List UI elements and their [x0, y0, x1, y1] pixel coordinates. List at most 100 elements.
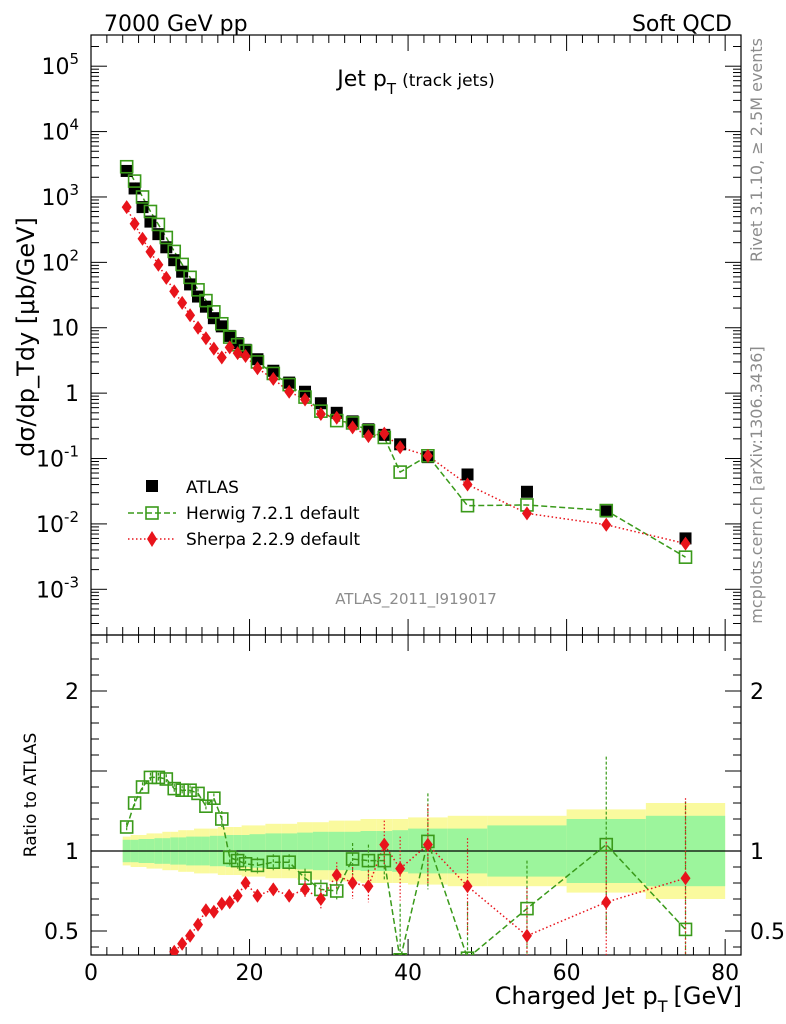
sherpa-point	[145, 244, 156, 259]
herwig-point	[151, 217, 166, 232]
main-title-text: Jet p	[335, 67, 387, 92]
herwig-point	[135, 190, 150, 204]
y-tick-label-exponent: 2	[69, 246, 79, 264]
sherpa-ratio-point	[130, 991, 140, 1005]
herwig-ratio-point	[191, 786, 205, 801]
y-tick-label-main: 10-3	[36, 573, 79, 603]
sherpa-point	[395, 440, 406, 455]
y-tick-label-base: 10	[41, 55, 69, 80]
herwig-ratio-point	[199, 799, 213, 814]
herwig-ratio-point	[135, 780, 150, 794]
atlas-point	[461, 468, 474, 481]
sherpa-ratio-point	[315, 892, 326, 906]
herwig-ratio-point	[377, 853, 392, 868]
sherpa-point	[240, 348, 251, 363]
herwig-ratio-point	[159, 772, 174, 786]
herwig-point	[393, 465, 407, 479]
main-panel-series	[119, 159, 693, 564]
herwig-point	[191, 283, 205, 297]
ratio-panel-series	[119, 756, 693, 1010]
herwig-ratio-point	[282, 855, 296, 870]
sherpa-ratio-point	[193, 917, 204, 932]
y-tick-label-exponent: 3	[69, 181, 79, 199]
sherpa-ratio-point	[185, 928, 196, 943]
atlas-point	[184, 278, 197, 291]
sherpa-ratio-point	[224, 895, 235, 910]
y-tick-label-main: 105	[41, 50, 79, 80]
herwig-point	[127, 174, 142, 188]
main-title-extra: (track jets)	[402, 71, 495, 91]
y-tick-label-ratio-right: 0.5	[750, 920, 785, 945]
sherpa-point	[216, 350, 227, 365]
sherpa-point	[601, 517, 612, 532]
herwig-point	[199, 293, 213, 308]
herwig-ratio-point	[393, 952, 407, 955]
herwig-ratio-point	[143, 770, 158, 785]
herwig-point	[678, 550, 693, 564]
herwig-ratio-point	[520, 901, 534, 916]
herwig-ratio-point	[127, 796, 142, 810]
sherpa-ratio-point	[331, 868, 342, 882]
herwig-point	[167, 244, 182, 259]
sherpa-ratio-point	[680, 871, 691, 886]
legend: ATLAS Herwig 7.2.1 default Sherpa 2.2.9 …	[128, 478, 360, 550]
sherpa-ratio-point	[122, 996, 132, 1010]
herwig-point	[214, 316, 229, 331]
y-tick-label-base: 10	[36, 578, 64, 603]
herwig-ratio-point	[222, 850, 237, 865]
y-tick-label-exponent: -2	[64, 508, 79, 526]
sherpa-point	[200, 331, 211, 346]
y-tick-label-exponent: 4	[69, 116, 79, 134]
sherpa-ratio-point	[521, 928, 532, 943]
x-tick-label: 40	[394, 961, 422, 986]
sherpa-ratio-point	[601, 895, 612, 910]
x-tick-label: 0	[84, 961, 98, 986]
sherpa-point	[185, 308, 196, 323]
sherpa-point	[521, 506, 532, 521]
y-tick-label-main: 102	[41, 246, 79, 276]
sherpa-point	[232, 346, 243, 361]
sherpa-ratio-point	[395, 861, 406, 876]
y-tick-label-base: 10	[41, 121, 69, 146]
sherpa-point	[169, 284, 180, 299]
y-tick-label-exponent: -1	[64, 443, 79, 461]
herwig-point	[143, 204, 158, 219]
sherpa-point	[422, 448, 433, 463]
x-tick-label: 60	[553, 961, 581, 986]
xaxis-label-subscript: T	[657, 997, 668, 1016]
main-ylabel: dσ/dp_Tdy [μb/GeV]	[12, 217, 40, 457]
sherpa-ratio-point	[252, 888, 263, 903]
y-tick-label-exponent: 5	[69, 50, 79, 68]
sherpa-point	[462, 477, 473, 492]
y-tick-label-main: 104	[41, 116, 79, 146]
analysis-id: ATLAS_2011_I919017	[335, 590, 497, 609]
herwig-point	[599, 503, 614, 518]
sherpa-ratio-point	[268, 882, 279, 897]
sherpa-ratio-point	[161, 959, 171, 973]
herwig-point	[460, 498, 475, 513]
sherpa-point	[300, 392, 311, 407]
herwig-point	[183, 270, 197, 285]
atlas-point	[136, 201, 149, 214]
atlas-point	[314, 397, 327, 410]
xaxis-label-text: Charged Jet p	[495, 982, 658, 1010]
herwig-ratio-point	[361, 853, 376, 868]
y-tick-label-ratio-left: 0.5	[44, 920, 79, 945]
sherpa-point	[284, 384, 295, 399]
sherpa-ratio-point	[232, 888, 243, 903]
sherpa-point	[224, 340, 235, 355]
ratio-panel-frame	[90, 634, 742, 956]
main-title: Jet pT (track jets)	[335, 67, 494, 98]
herwig-ratio-point	[329, 884, 344, 898]
sherpa-ratio-point	[177, 936, 188, 951]
sherpa-ratio-point	[347, 876, 358, 890]
y-tick-label-main: 10-2	[36, 508, 79, 538]
herwig-point	[159, 230, 174, 245]
sherpa-ratio-point	[363, 879, 374, 894]
y-tick-label-main: 10	[51, 317, 79, 342]
rivet-note: Rivet 3.1.10, ≥ 2.5M events	[747, 38, 766, 262]
sherpa-ratio-point	[379, 837, 390, 852]
y-tick-label-ratio-right: 2	[750, 680, 764, 705]
